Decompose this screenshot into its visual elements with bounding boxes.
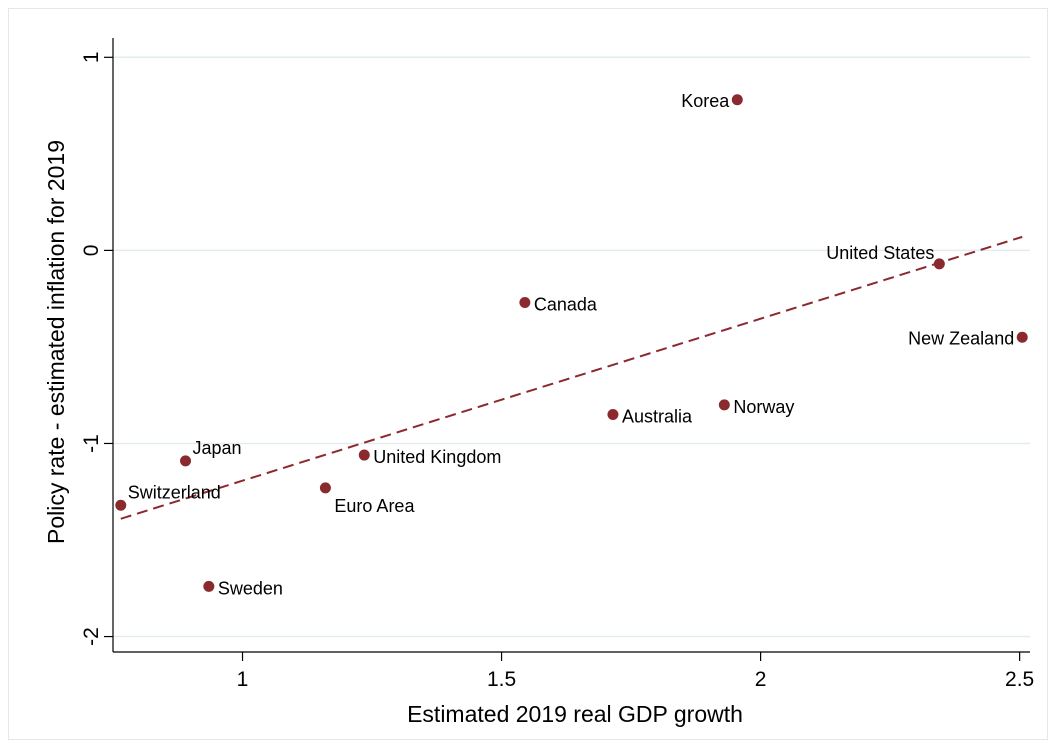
- data-point: [319, 482, 331, 494]
- data-point: [358, 449, 370, 461]
- point-label: Norway: [733, 397, 794, 417]
- data-point: [607, 409, 619, 421]
- x-axis-label: Estimated 2019 real GDP growth: [407, 701, 743, 727]
- axes: -2 -1 0 1 1 1.5 2 2.5: [80, 38, 1034, 691]
- chart-outer-border: [8, 8, 1048, 740]
- fit-line-group: [120, 235, 1023, 520]
- y-tick-label: -2: [80, 627, 103, 646]
- point-label: Canada: [534, 295, 598, 315]
- point-label: United Kingdom: [373, 447, 501, 467]
- point-label: Euro Area: [334, 496, 415, 516]
- point-label: New Zealand: [908, 328, 1014, 348]
- x-tick-label: 2.5: [1005, 668, 1034, 691]
- data-point: [203, 580, 215, 592]
- point-label: Sweden: [218, 578, 283, 598]
- data-point: [1016, 331, 1028, 343]
- x-tick-label: 1: [237, 668, 249, 691]
- point-labels: Korea United States New Zealand Canada Austr…: [128, 91, 1014, 599]
- data-point: [731, 94, 743, 106]
- data-points: [115, 94, 1028, 592]
- y-tick-label: 0: [80, 245, 103, 257]
- fit-line: [120, 235, 1023, 520]
- point-label: Japan: [193, 438, 242, 458]
- point-label: Korea: [681, 91, 730, 111]
- data-point: [519, 297, 531, 309]
- x-tick-label: 2: [755, 668, 767, 691]
- data-point: [180, 455, 192, 467]
- grid-lines: [113, 56, 1030, 638]
- point-label: Australia: [622, 407, 693, 427]
- point-label: United States: [826, 243, 934, 263]
- y-axis-label: Policy rate - estimated inflation for 20…: [43, 140, 69, 544]
- data-point: [115, 499, 127, 511]
- data-point: [718, 399, 730, 411]
- y-tick-label: 1: [80, 51, 103, 63]
- point-label: Switzerland: [128, 482, 221, 502]
- data-point: [933, 258, 945, 270]
- x-tick-label: 1.5: [487, 668, 516, 691]
- y-tick-label: -1: [80, 434, 103, 453]
